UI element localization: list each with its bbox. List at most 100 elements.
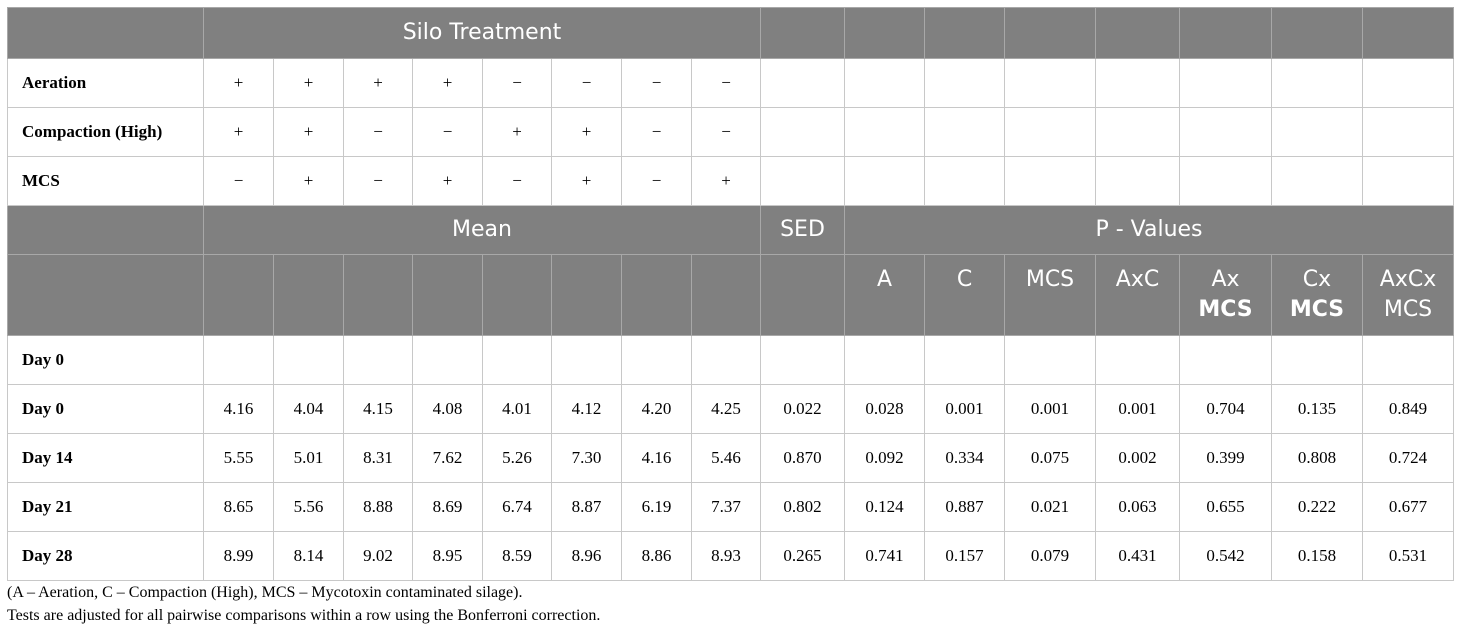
treatment-sign: +	[273, 156, 344, 206]
p-value: 0.092	[844, 433, 925, 483]
mean-value: 8.65	[203, 482, 274, 532]
p-value: 0.724	[1362, 433, 1454, 483]
treatment-row-aeration: Aeration + + + + − − − −	[7, 58, 1454, 108]
mean-value: 8.95	[412, 531, 483, 581]
row-label: Day 0	[7, 384, 204, 434]
data-row: Day 14 5.55 5.01 8.31 7.62 5.26 7.30 4.16 5.46 0.…	[7, 433, 1454, 483]
stats-header-row: Mean SED P - Values	[7, 205, 1454, 255]
p-value: 0.334	[924, 433, 1005, 483]
data-row: Day 28 8.99 8.14 9.02 8.95 8.59 8.96 8.86 8.93 0.…	[7, 531, 1454, 581]
treatment-row-mcs: MCS − + − + − + − +	[7, 156, 1454, 206]
treatment-sign: −	[482, 156, 552, 206]
data-rows: Day 0 4.16 4.04 4.15 4.08 4.01 4.12 4.20 4.25 0.0…	[7, 384, 1454, 581]
p-column-header: Cx MCS	[1271, 254, 1363, 336]
mean-value: 8.88	[343, 482, 413, 532]
mean-value: 4.12	[551, 384, 622, 434]
mean-value: 5.55	[203, 433, 274, 483]
p-value: 0.704	[1179, 384, 1272, 434]
p-value: 0.063	[1095, 482, 1180, 532]
p-value: 0.741	[844, 531, 925, 581]
p-value: 0.431	[1095, 531, 1180, 581]
treatment-label: Aeration	[7, 58, 204, 108]
p-value: 0.021	[1004, 482, 1096, 532]
p-value: 0.075	[1004, 433, 1096, 483]
sed-header: SED	[760, 205, 845, 255]
row-label: Day 28	[7, 531, 204, 581]
treatment-sign: +	[412, 58, 483, 108]
treatment-sign: +	[273, 107, 344, 157]
silo-treatment-header: Silo Treatment	[203, 7, 761, 59]
p-column-header: MCS	[1004, 254, 1096, 336]
treatment-sign: −	[343, 107, 413, 157]
section-label: Day 0	[7, 335, 204, 385]
table-footnotes: (A – Aeration, C – Compaction (High), MC…	[7, 581, 600, 627]
treatment-sign: +	[203, 58, 274, 108]
mean-value: 8.87	[551, 482, 622, 532]
p-value: 0.542	[1179, 531, 1272, 581]
treatment-label: MCS	[7, 156, 204, 206]
row-label: Day 21	[7, 482, 204, 532]
data-row: Day 21 8.65 5.56 8.88 8.69 6.74 8.87 6.19 7.37 0.…	[7, 482, 1454, 532]
sed-value: 0.022	[760, 384, 845, 434]
p-value: 0.124	[844, 482, 925, 532]
results-table: Silo Treatment Aeration + + + + − − − − …	[7, 7, 1454, 581]
mean-value: 8.93	[691, 531, 761, 581]
treatment-sign: +	[412, 156, 483, 206]
footnote: (A – Aeration, C – Compaction (High), MC…	[7, 584, 523, 601]
header-blank-cell	[7, 7, 204, 59]
treatment-sign: −	[482, 58, 552, 108]
mean-value: 8.31	[343, 433, 413, 483]
mean-value: 4.15	[343, 384, 413, 434]
section-label-row: Day 0	[7, 335, 1454, 385]
p-column-header: C	[924, 254, 1005, 336]
mean-value: 4.01	[482, 384, 552, 434]
treatment-sign: +	[273, 58, 344, 108]
treatment-label: Compaction (High)	[7, 107, 204, 157]
mean-value: 5.46	[691, 433, 761, 483]
p-value: 0.887	[924, 482, 1005, 532]
treatment-sign: +	[343, 58, 413, 108]
p-values-header: P - Values	[844, 205, 1454, 255]
p-value: 0.002	[1095, 433, 1180, 483]
row-label: Day 14	[7, 433, 204, 483]
treatment-sign: −	[343, 156, 413, 206]
footnote: Tests are adjusted for all pairwise comp…	[7, 607, 601, 624]
p-column-header: AxCx MCS	[1362, 254, 1454, 336]
mean-value: 4.04	[273, 384, 344, 434]
p-value: 0.222	[1271, 482, 1363, 532]
p-column-header: Ax MCS	[1179, 254, 1272, 336]
mean-value: 5.56	[273, 482, 344, 532]
sed-value: 0.802	[760, 482, 845, 532]
mean-value: 5.01	[273, 433, 344, 483]
mean-header: Mean	[203, 205, 761, 255]
treatment-sign: +	[691, 156, 761, 206]
treatment-sign: +	[551, 107, 622, 157]
p-value: 0.399	[1179, 433, 1272, 483]
mean-value: 6.74	[482, 482, 552, 532]
results-table-container: Silo Treatment Aeration + + + + − − − − …	[7, 7, 1454, 581]
mean-value: 8.86	[621, 531, 692, 581]
sed-value: 0.870	[760, 433, 845, 483]
treatment-sign: −	[691, 107, 761, 157]
silo-treatment-header-row: Silo Treatment	[7, 7, 1454, 59]
mean-value: 8.14	[273, 531, 344, 581]
mean-value: 5.26	[482, 433, 552, 483]
treatment-sign: −	[621, 58, 692, 108]
p-value: 0.158	[1271, 531, 1363, 581]
mean-value: 8.59	[482, 531, 552, 581]
mean-value: 7.62	[412, 433, 483, 483]
mean-value: 9.02	[343, 531, 413, 581]
p-value: 0.001	[1004, 384, 1096, 434]
mean-value: 4.16	[203, 384, 274, 434]
p-columns-header-row: A C MCS AxC Ax MCS Cx MCS AxCx MCS	[7, 254, 1454, 336]
data-row: Day 0 4.16 4.04 4.15 4.08 4.01 4.12 4.20 4.25 0.0…	[7, 384, 1454, 434]
p-value: 0.028	[844, 384, 925, 434]
p-value: 0.001	[1095, 384, 1180, 434]
mean-value: 6.19	[621, 482, 692, 532]
p-value: 0.808	[1271, 433, 1363, 483]
treatment-sign: −	[691, 58, 761, 108]
p-value: 0.001	[924, 384, 1005, 434]
mean-value: 8.96	[551, 531, 622, 581]
p-value: 0.677	[1362, 482, 1454, 532]
mean-value: 4.20	[621, 384, 692, 434]
